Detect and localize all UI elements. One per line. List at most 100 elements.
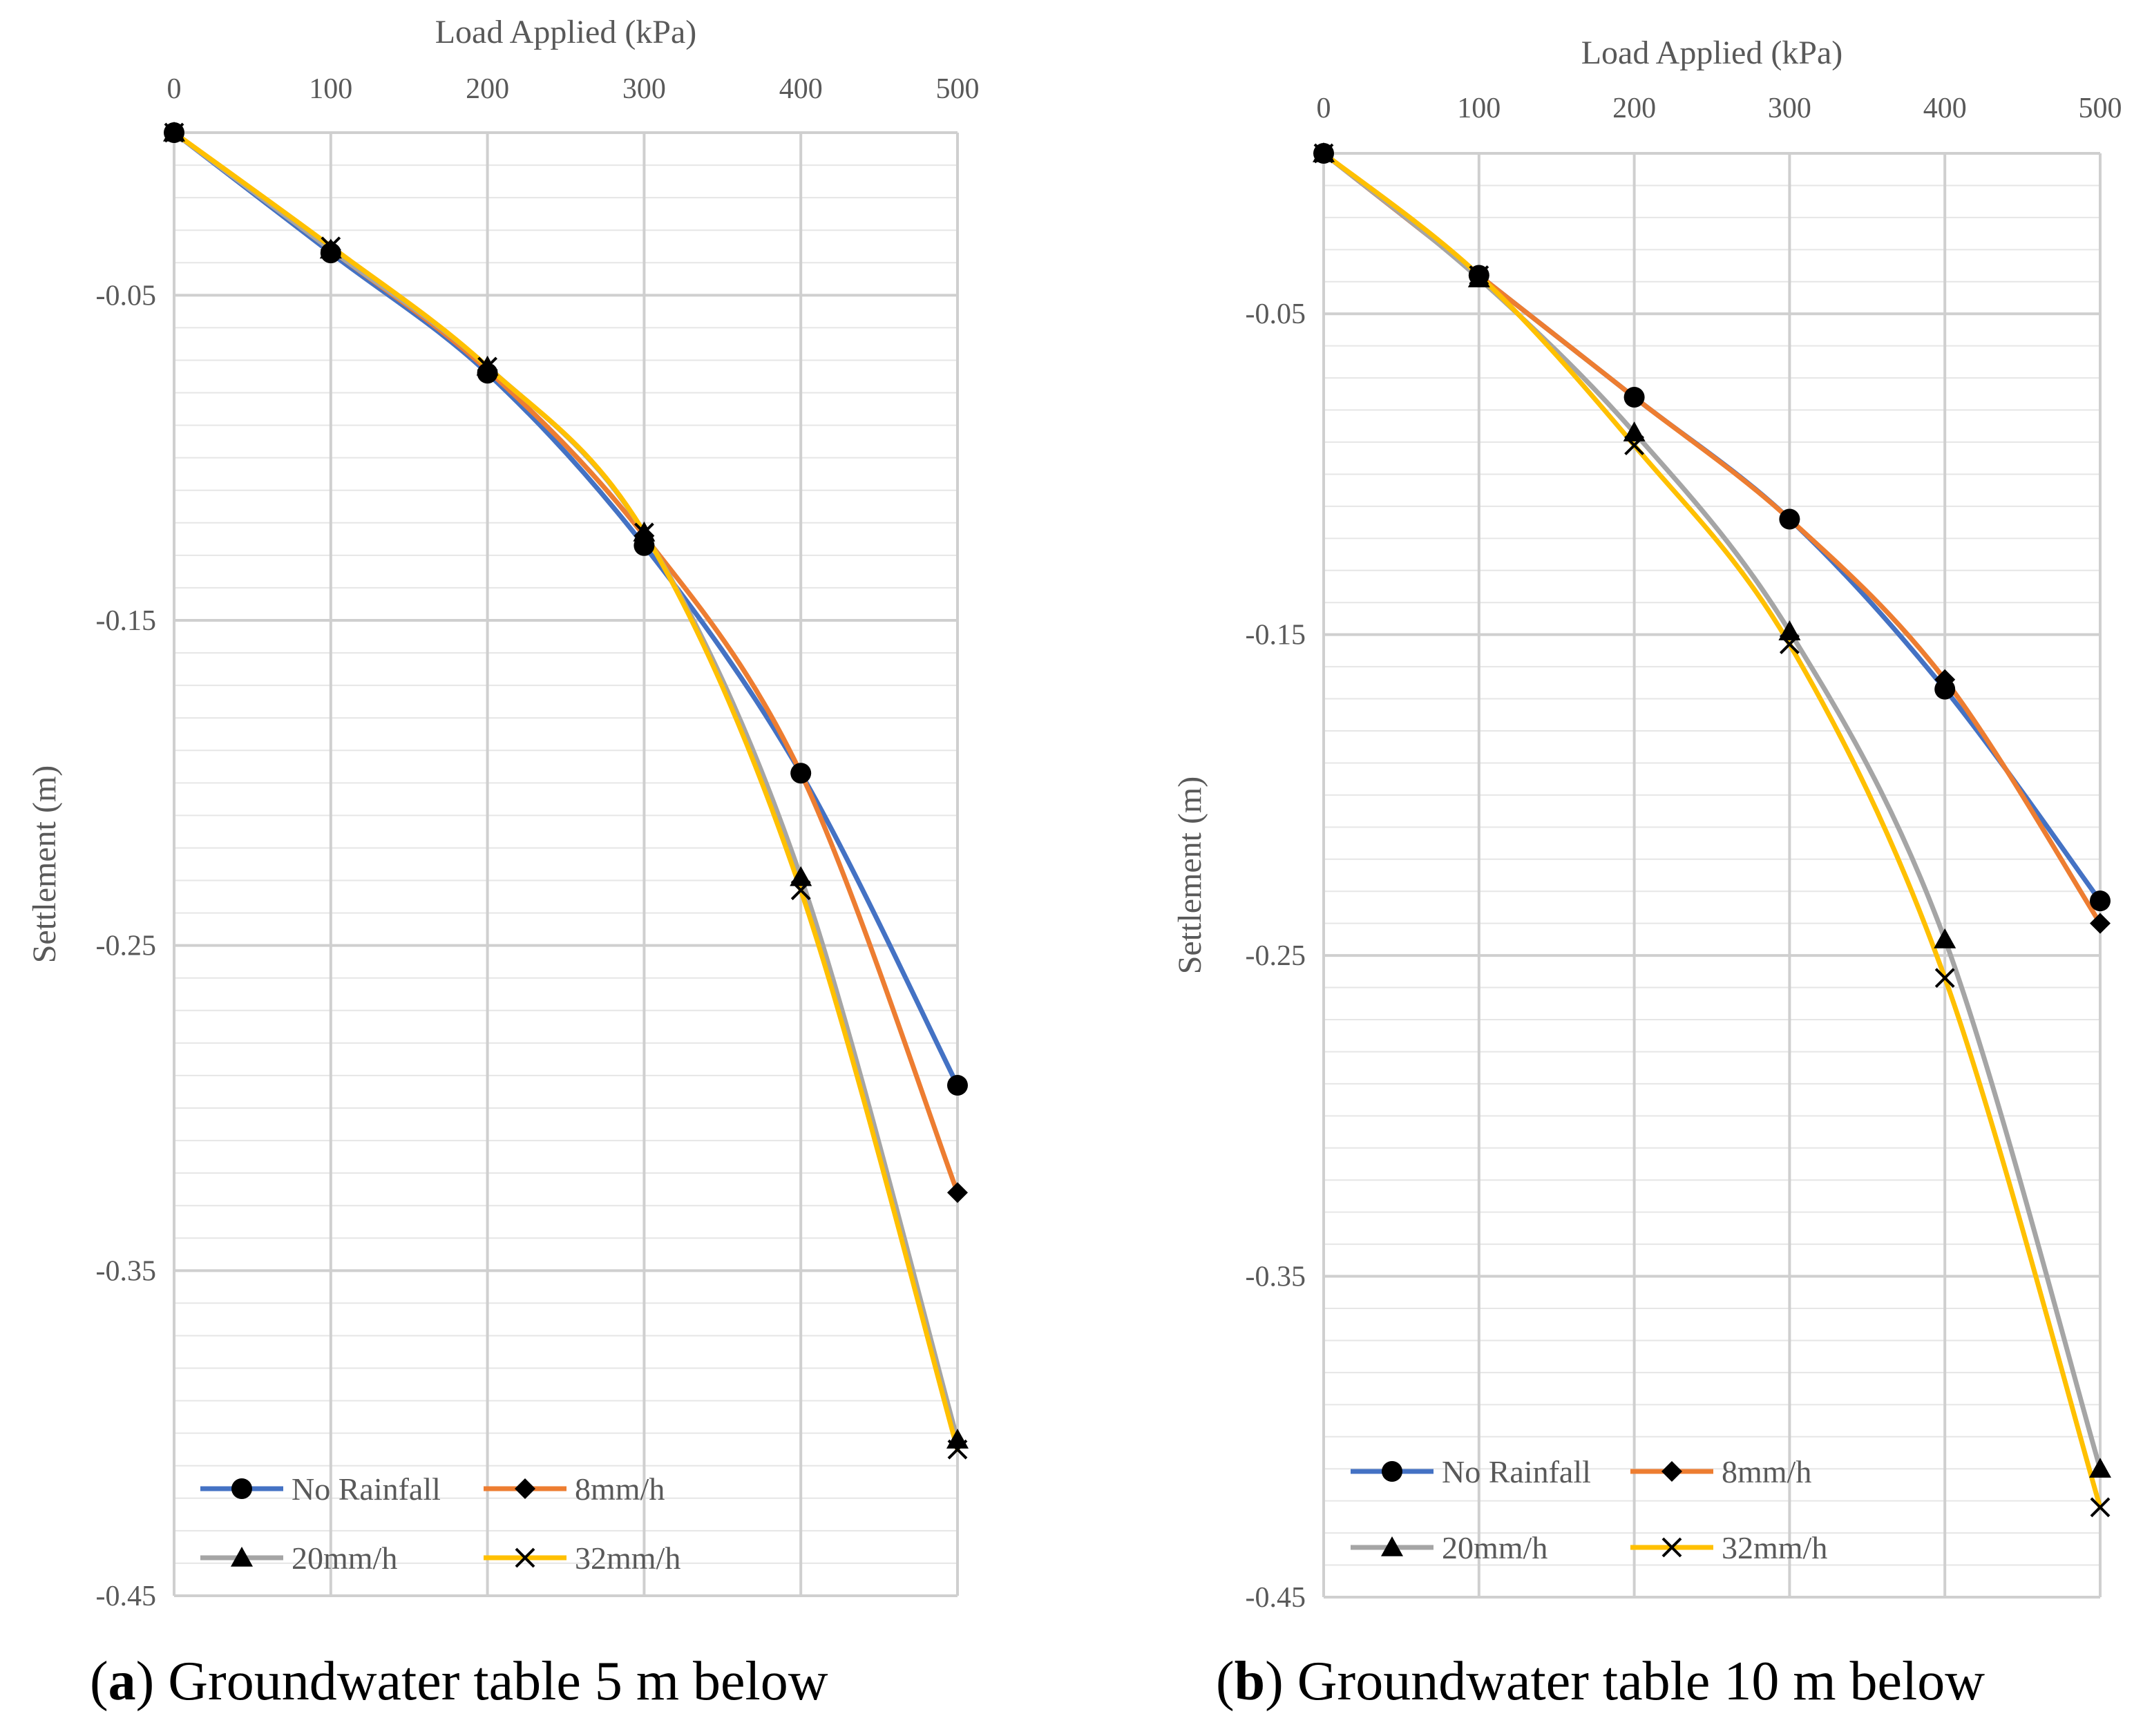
y-tick-label: -0.45 (96, 1581, 157, 1612)
caption-text: Groundwater table 10 m below (1297, 1651, 1985, 1712)
x-tick-label: 100 (1457, 93, 1501, 124)
panel-label: b (1235, 1651, 1266, 1712)
data-point-x (1313, 143, 1334, 164)
data-point-diamond (1623, 386, 1645, 408)
legend-item: No Rainfall (200, 1471, 441, 1507)
y-tick-label: -0.35 (1246, 1261, 1306, 1293)
y-tick-label: -0.05 (96, 280, 157, 312)
series-line-no-rainfall (1321, 151, 2103, 904)
legend-marker-circle (1382, 1461, 1402, 1482)
data-point-triangle (1623, 421, 1646, 441)
caption-paren-open: ( (1216, 1651, 1235, 1712)
series-line-32mm-h (1321, 151, 2103, 1510)
series-markers-32mm-h (1313, 143, 2111, 1518)
legend: No Rainfall 8mm/h 20mm/h 32mm/h (200, 1471, 680, 1576)
legend-item: 8mm/h (1630, 1454, 1811, 1489)
legend-marker-triangle (1381, 1536, 1403, 1556)
panel-caption: (a) Groundwater table 5 m below (90, 1651, 828, 1712)
data-point-x (1469, 265, 1489, 285)
data-point-x (477, 356, 498, 377)
x-tick-label: 400 (779, 73, 823, 105)
legend-item: 20mm/h (200, 1541, 397, 1576)
data-point-x (164, 122, 184, 143)
data-point-circle (947, 1075, 968, 1096)
legend-label: 8mm/h (575, 1471, 665, 1507)
x-tick-label: 0 (167, 73, 182, 105)
legend-marker-x (515, 1547, 535, 1568)
series-line-20mm-h (1321, 151, 2103, 1471)
y-tick-label: -0.25 (1246, 940, 1306, 972)
data-point-diamond (1779, 508, 1800, 530)
x-tick-label: 0 (1317, 93, 1331, 124)
series-markers-32mm-h (164, 122, 968, 1460)
data-point-x (790, 880, 811, 901)
caption-text: Groundwater table 5 m below (168, 1651, 828, 1712)
data-point-x (1934, 968, 1955, 989)
legend-marker-diamond (515, 1478, 535, 1499)
series-markers-no-rainfall (1313, 143, 2111, 912)
data-point-x (634, 522, 654, 543)
legend-label: 20mm/h (1442, 1530, 1547, 1565)
legend-item: 20mm/h (1351, 1530, 1547, 1565)
series-markers-20mm-h (163, 122, 969, 1449)
data-point-triangle (790, 866, 812, 886)
legend-marker-circle (231, 1478, 252, 1499)
x-tick-label: 500 (936, 73, 980, 105)
y-tick-label: -0.25 (96, 931, 157, 962)
data-point-diamond (2090, 913, 2111, 934)
y-axis-title: Settlement (m) (26, 765, 63, 964)
y-tick-label: -0.35 (96, 1255, 157, 1287)
y-tick-label: -0.15 (96, 605, 157, 637)
legend-label: 20mm/h (292, 1541, 397, 1576)
data-point-diamond (1934, 669, 1956, 690)
x-axis-title: Load Applied (kPa) (435, 14, 697, 50)
x-tick-label: 500 (2079, 93, 2122, 124)
legend-label: No Rainfall (1442, 1454, 1591, 1489)
x-tick-label: 200 (466, 73, 509, 105)
caption-paren-close: ) (136, 1651, 169, 1712)
x-axis-title: Load Applied (kPa) (1581, 35, 1843, 71)
legend: No Rainfall 8mm/h 20mm/h 32mm/h (1351, 1454, 1827, 1565)
caption-paren-close: ) (1265, 1651, 1297, 1712)
series-line-32mm-h (171, 130, 960, 1452)
data-point-x (1624, 435, 1645, 456)
series-markers-no-rainfall (164, 122, 968, 1096)
legend-label: 32mm/h (575, 1541, 680, 1576)
legend-item: 8mm/h (484, 1471, 665, 1507)
chart-panel-a: 0 100 200 300 400 500 -0.05 -0.15 -0.25 -0.35 -0.4… (26, 14, 980, 1712)
data-point-x (321, 236, 341, 257)
data-point-triangle (946, 1429, 969, 1449)
gridlines (173, 131, 959, 1597)
data-point-x (2090, 1497, 2111, 1518)
x-tick-label: 300 (622, 73, 666, 105)
data-point-triangle (1934, 928, 1956, 948)
legend-marker-triangle (231, 1547, 253, 1567)
series-line-no-rainfall (171, 130, 960, 1088)
legend-label: 32mm/h (1722, 1530, 1827, 1565)
gridlines (1322, 152, 2102, 1599)
panel-caption: (b) Groundwater table 10 m below (1216, 1651, 1985, 1712)
chart-panel-b: 0 100 200 300 400 500 -0.05 -0.15 -0.25 -0.35 -0.4… (1172, 35, 2122, 1712)
legend-item: 32mm/h (484, 1541, 680, 1576)
x-tick-label: 200 (1612, 93, 1656, 124)
caption-paren-open: ( (90, 1651, 108, 1712)
data-point-x (1779, 634, 1800, 655)
data-point-triangle (2089, 1458, 2111, 1478)
y-tick-label: -0.45 (1246, 1582, 1306, 1614)
x-tick-label: 300 (1768, 93, 1811, 124)
legend-label: No Rainfall (292, 1471, 441, 1507)
y-axis-title: Settlement (m) (1172, 776, 1208, 975)
x-tick-label: 400 (1923, 93, 1967, 124)
data-point-circle (2090, 890, 2111, 912)
y-tick-label: -0.15 (1246, 620, 1306, 651)
series-line-8mm-h (171, 130, 960, 1195)
legend-item: 32mm/h (1630, 1530, 1827, 1565)
y-tick-label: -0.05 (1246, 298, 1306, 330)
panel-label: a (108, 1651, 136, 1712)
legend-marker-x (1661, 1537, 1682, 1558)
legend-item: No Rainfall (1351, 1454, 1591, 1489)
data-point-diamond (947, 1182, 968, 1203)
data-point-x (947, 1439, 968, 1460)
legend-marker-diamond (1661, 1461, 1682, 1482)
